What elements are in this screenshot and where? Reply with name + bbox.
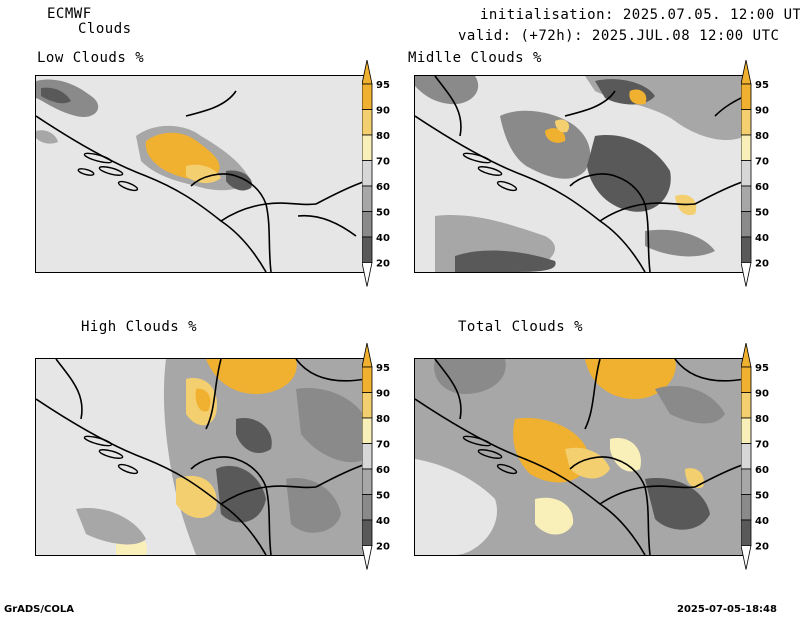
colorbar-label: 70 [376,440,390,451]
colorbar-segment [362,236,373,263]
colorbar-arrow-bottom [362,545,373,570]
colorbar-segment [362,494,373,521]
colorbar-label: 40 [376,516,390,527]
colorbar-segment [362,185,373,212]
colorbar-segment [362,134,373,161]
colorbar-label: 60 [376,182,390,193]
panel-title-total: Total Clouds % [458,319,584,335]
colorbar-arrow-top [741,60,752,85]
colorbar-segment [741,211,752,238]
colorbar-segment [362,211,373,238]
colorbar-label: 20 [755,259,769,270]
colorbar-total: 95 90 80 70 60 50 40 20 [741,343,785,573]
colorbar-label: 50 [376,208,390,219]
footer-timestamp: 2025-07-05-18:48 [677,604,777,615]
colorbar-segment [741,443,752,470]
colorbar-high: 95 90 80 70 60 50 40 20 [362,343,406,573]
colorbar-label: 20 [376,542,390,553]
model-name: ECMWF [47,6,92,22]
colorbar-label: 95 [755,363,769,374]
cloud-patches [415,76,745,272]
colorbar-arrow-top [741,343,752,368]
islands [462,152,518,192]
colorbar-label: 90 [376,389,390,400]
colorbar-arrow-top [362,343,373,368]
colorbar-label: 50 [376,491,390,502]
colorbar-label: 70 [376,157,390,168]
colorbar-label: 80 [755,414,769,425]
islands [77,152,139,192]
colorbar-label: 50 [755,491,769,502]
colorbar-arrow-bottom [741,262,752,287]
colorbar-middle: 95 90 80 70 60 50 40 20 [741,60,785,290]
colorbar-label: 60 [755,465,769,476]
cloud-patches [415,359,745,555]
colorbar-label: 40 [755,233,769,244]
colorbar-label: 60 [376,465,390,476]
colorbar-segment [741,185,752,212]
borders [415,359,745,555]
colorbar-label: 95 [376,363,390,374]
map-total-clouds [414,358,746,556]
colorbar-segment [741,519,752,546]
colorbar-label: 90 [376,106,390,117]
colorbar-segment [362,468,373,495]
colorbar-label: 40 [376,233,390,244]
panel-title-low: Low Clouds % [37,50,145,66]
colorbar-segment [741,134,752,161]
panel-title-middle: Midlle Clouds % [408,50,542,66]
map-middle-clouds [414,75,746,273]
colorbar-segment [362,392,373,419]
colorbar-segment [741,109,752,136]
colorbar-label: 95 [376,80,390,91]
colorbar-label: 95 [755,80,769,91]
colorbar-arrow-bottom [741,545,752,570]
panel-title-high: High Clouds % [81,319,198,335]
colorbar-label: 90 [755,389,769,400]
colorbar-segment [362,83,373,110]
colorbar-segment [362,417,373,444]
colorbar-segment [741,160,752,187]
colorbar-label: 70 [755,157,769,168]
cloud-patches [76,359,366,555]
product-name: Clouds [78,21,132,37]
colorbar-segment [741,494,752,521]
map-high-clouds [35,358,367,556]
colorbar-label: 60 [755,182,769,193]
colorbar-label: 80 [376,414,390,425]
colorbar-label: 40 [755,516,769,527]
colorbar-label: 80 [755,131,769,142]
borders [36,359,366,555]
colorbar-segment [741,468,752,495]
colorbar-label: 80 [376,131,390,142]
valid-time: valid: (+72h): 2025.JUL.08 12:00 UTC [458,28,780,44]
islands [462,435,518,475]
colorbar-segment [741,83,752,110]
colorbar-segment [362,519,373,546]
colorbar-segment [741,417,752,444]
islands [83,435,139,475]
map-low-clouds [35,75,367,273]
colorbar-segment [741,236,752,263]
colorbar-segment [362,160,373,187]
colorbar-label: 90 [755,106,769,117]
colorbar-low: 95 90 80 70 60 50 40 20 [362,60,406,290]
colorbar-label: 20 [755,542,769,553]
colorbar-arrow-top [362,60,373,85]
colorbar-segment [362,109,373,136]
init-time: initialisation: 2025.07.05. 12:00 UTC [480,7,800,23]
borders [415,76,745,272]
colorbar-arrow-bottom [362,262,373,287]
colorbar-segment [362,443,373,470]
colorbar-label: 20 [376,259,390,270]
colorbar-segment [741,392,752,419]
borders [36,90,366,272]
colorbar-segment [741,366,752,393]
colorbar-segment [362,366,373,393]
colorbar-label: 50 [755,208,769,219]
colorbar-label: 70 [755,440,769,451]
footer-software: GrADS/COLA [4,604,74,615]
